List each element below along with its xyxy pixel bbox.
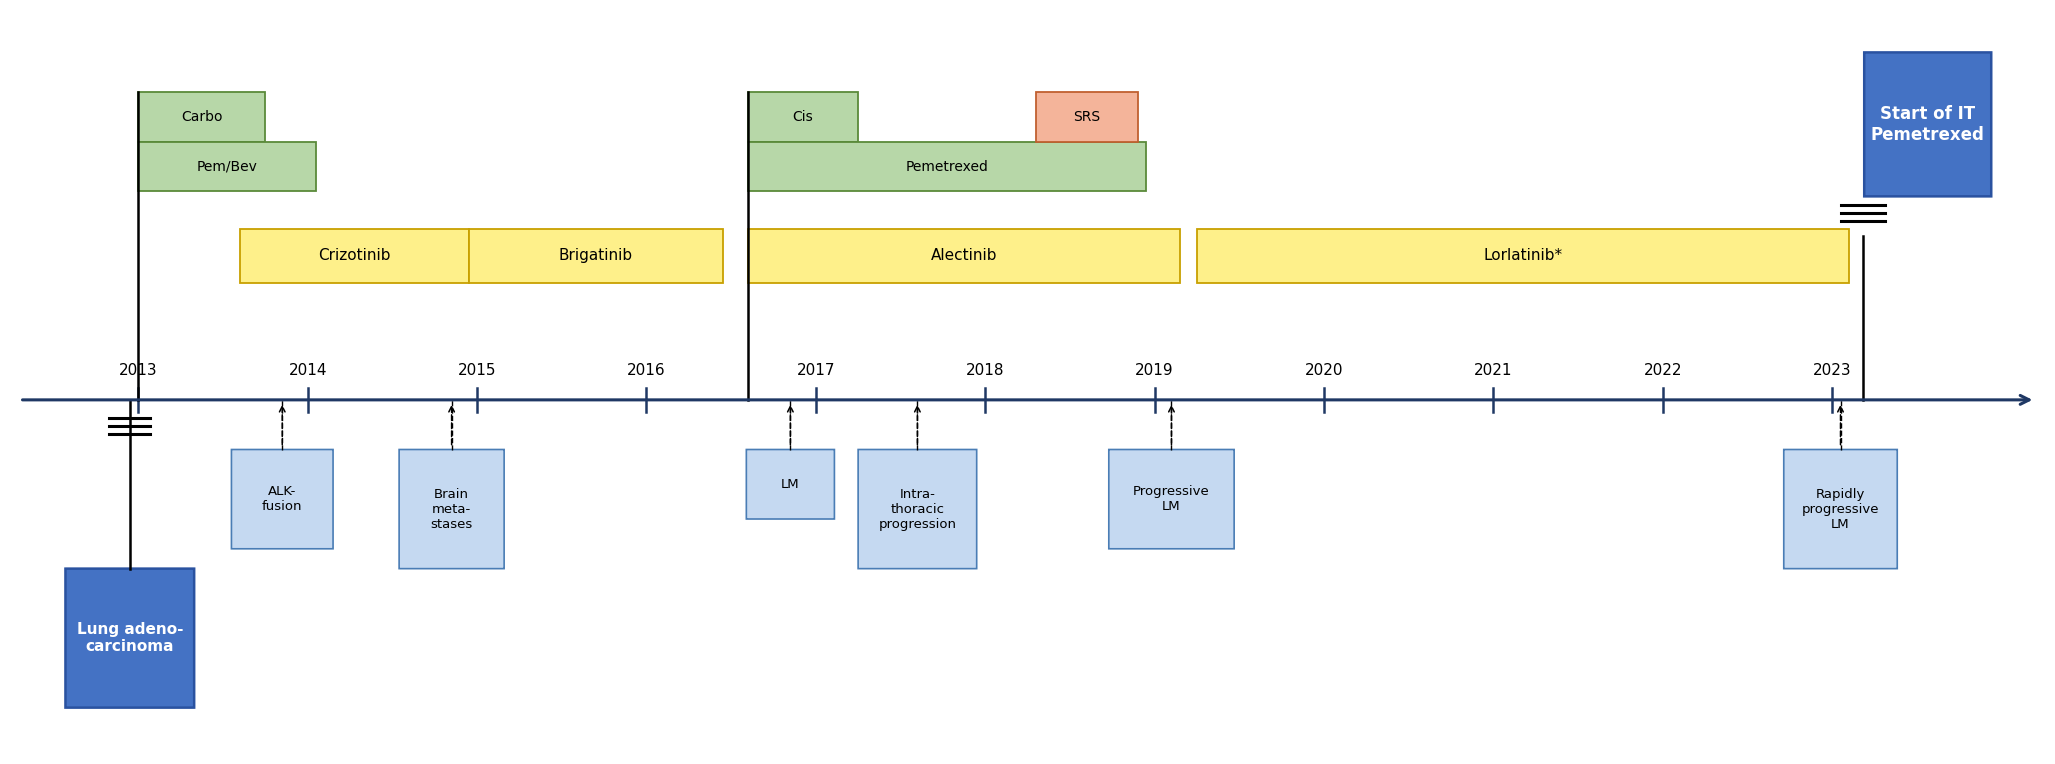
- FancyBboxPatch shape: [138, 142, 316, 192]
- Text: Pemetrexed: Pemetrexed: [906, 160, 988, 173]
- Text: Cis: Cis: [793, 110, 814, 124]
- Text: Pem/Bev: Pem/Bev: [197, 160, 257, 173]
- Text: Progressive
LM: Progressive LM: [1132, 485, 1210, 513]
- Text: 2017: 2017: [797, 363, 834, 378]
- Text: 2015: 2015: [458, 363, 495, 378]
- FancyBboxPatch shape: [859, 449, 976, 568]
- Text: 2014: 2014: [288, 363, 327, 378]
- FancyBboxPatch shape: [469, 228, 723, 283]
- Text: 2019: 2019: [1134, 363, 1173, 378]
- FancyBboxPatch shape: [748, 228, 1180, 283]
- FancyBboxPatch shape: [748, 142, 1147, 192]
- Text: 2022: 2022: [1644, 363, 1681, 378]
- Text: ALK-
fusion: ALK- fusion: [261, 485, 302, 513]
- FancyBboxPatch shape: [1196, 228, 1850, 283]
- Text: Brain
meta-
stases: Brain meta- stases: [429, 487, 473, 530]
- FancyBboxPatch shape: [232, 449, 333, 549]
- FancyBboxPatch shape: [1036, 92, 1138, 142]
- Text: Intra-
thoracic
progression: Intra- thoracic progression: [877, 487, 956, 530]
- Text: Crizotinib: Crizotinib: [319, 248, 390, 264]
- Text: 2016: 2016: [627, 363, 666, 378]
- Text: SRS: SRS: [1073, 110, 1099, 124]
- FancyBboxPatch shape: [1784, 449, 1897, 568]
- Text: Rapidly
progressive
LM: Rapidly progressive LM: [1802, 487, 1878, 530]
- FancyBboxPatch shape: [240, 228, 469, 283]
- Text: Start of IT
Pemetrexed: Start of IT Pemetrexed: [1870, 105, 1985, 144]
- Text: Brigatinib: Brigatinib: [559, 248, 633, 264]
- Text: 2021: 2021: [1473, 363, 1512, 378]
- Text: 2018: 2018: [966, 363, 1005, 378]
- Text: LM: LM: [781, 478, 799, 490]
- FancyBboxPatch shape: [66, 568, 193, 707]
- FancyBboxPatch shape: [1110, 449, 1235, 549]
- Text: Carbo: Carbo: [181, 110, 222, 124]
- Text: Lung adeno-
carcinoma: Lung adeno- carcinoma: [76, 622, 183, 654]
- Text: 2013: 2013: [119, 363, 158, 378]
- Text: Lorlatinib*: Lorlatinib*: [1484, 248, 1562, 264]
- Text: 2023: 2023: [1813, 363, 1852, 378]
- FancyBboxPatch shape: [399, 449, 503, 568]
- Text: Alectinib: Alectinib: [931, 248, 997, 264]
- FancyBboxPatch shape: [746, 449, 834, 519]
- FancyBboxPatch shape: [138, 92, 265, 142]
- Text: 2020: 2020: [1305, 363, 1344, 378]
- FancyBboxPatch shape: [748, 92, 859, 142]
- FancyBboxPatch shape: [1864, 53, 1991, 196]
